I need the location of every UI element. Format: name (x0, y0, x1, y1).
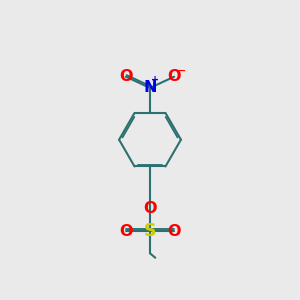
Text: +: + (151, 75, 159, 85)
Text: N: N (143, 80, 157, 95)
Text: O: O (167, 224, 181, 239)
Text: O: O (167, 69, 181, 84)
Text: −: − (177, 66, 186, 76)
Text: O: O (119, 224, 133, 239)
Text: O: O (119, 69, 133, 84)
Text: O: O (143, 201, 157, 216)
Text: S: S (144, 222, 156, 240)
